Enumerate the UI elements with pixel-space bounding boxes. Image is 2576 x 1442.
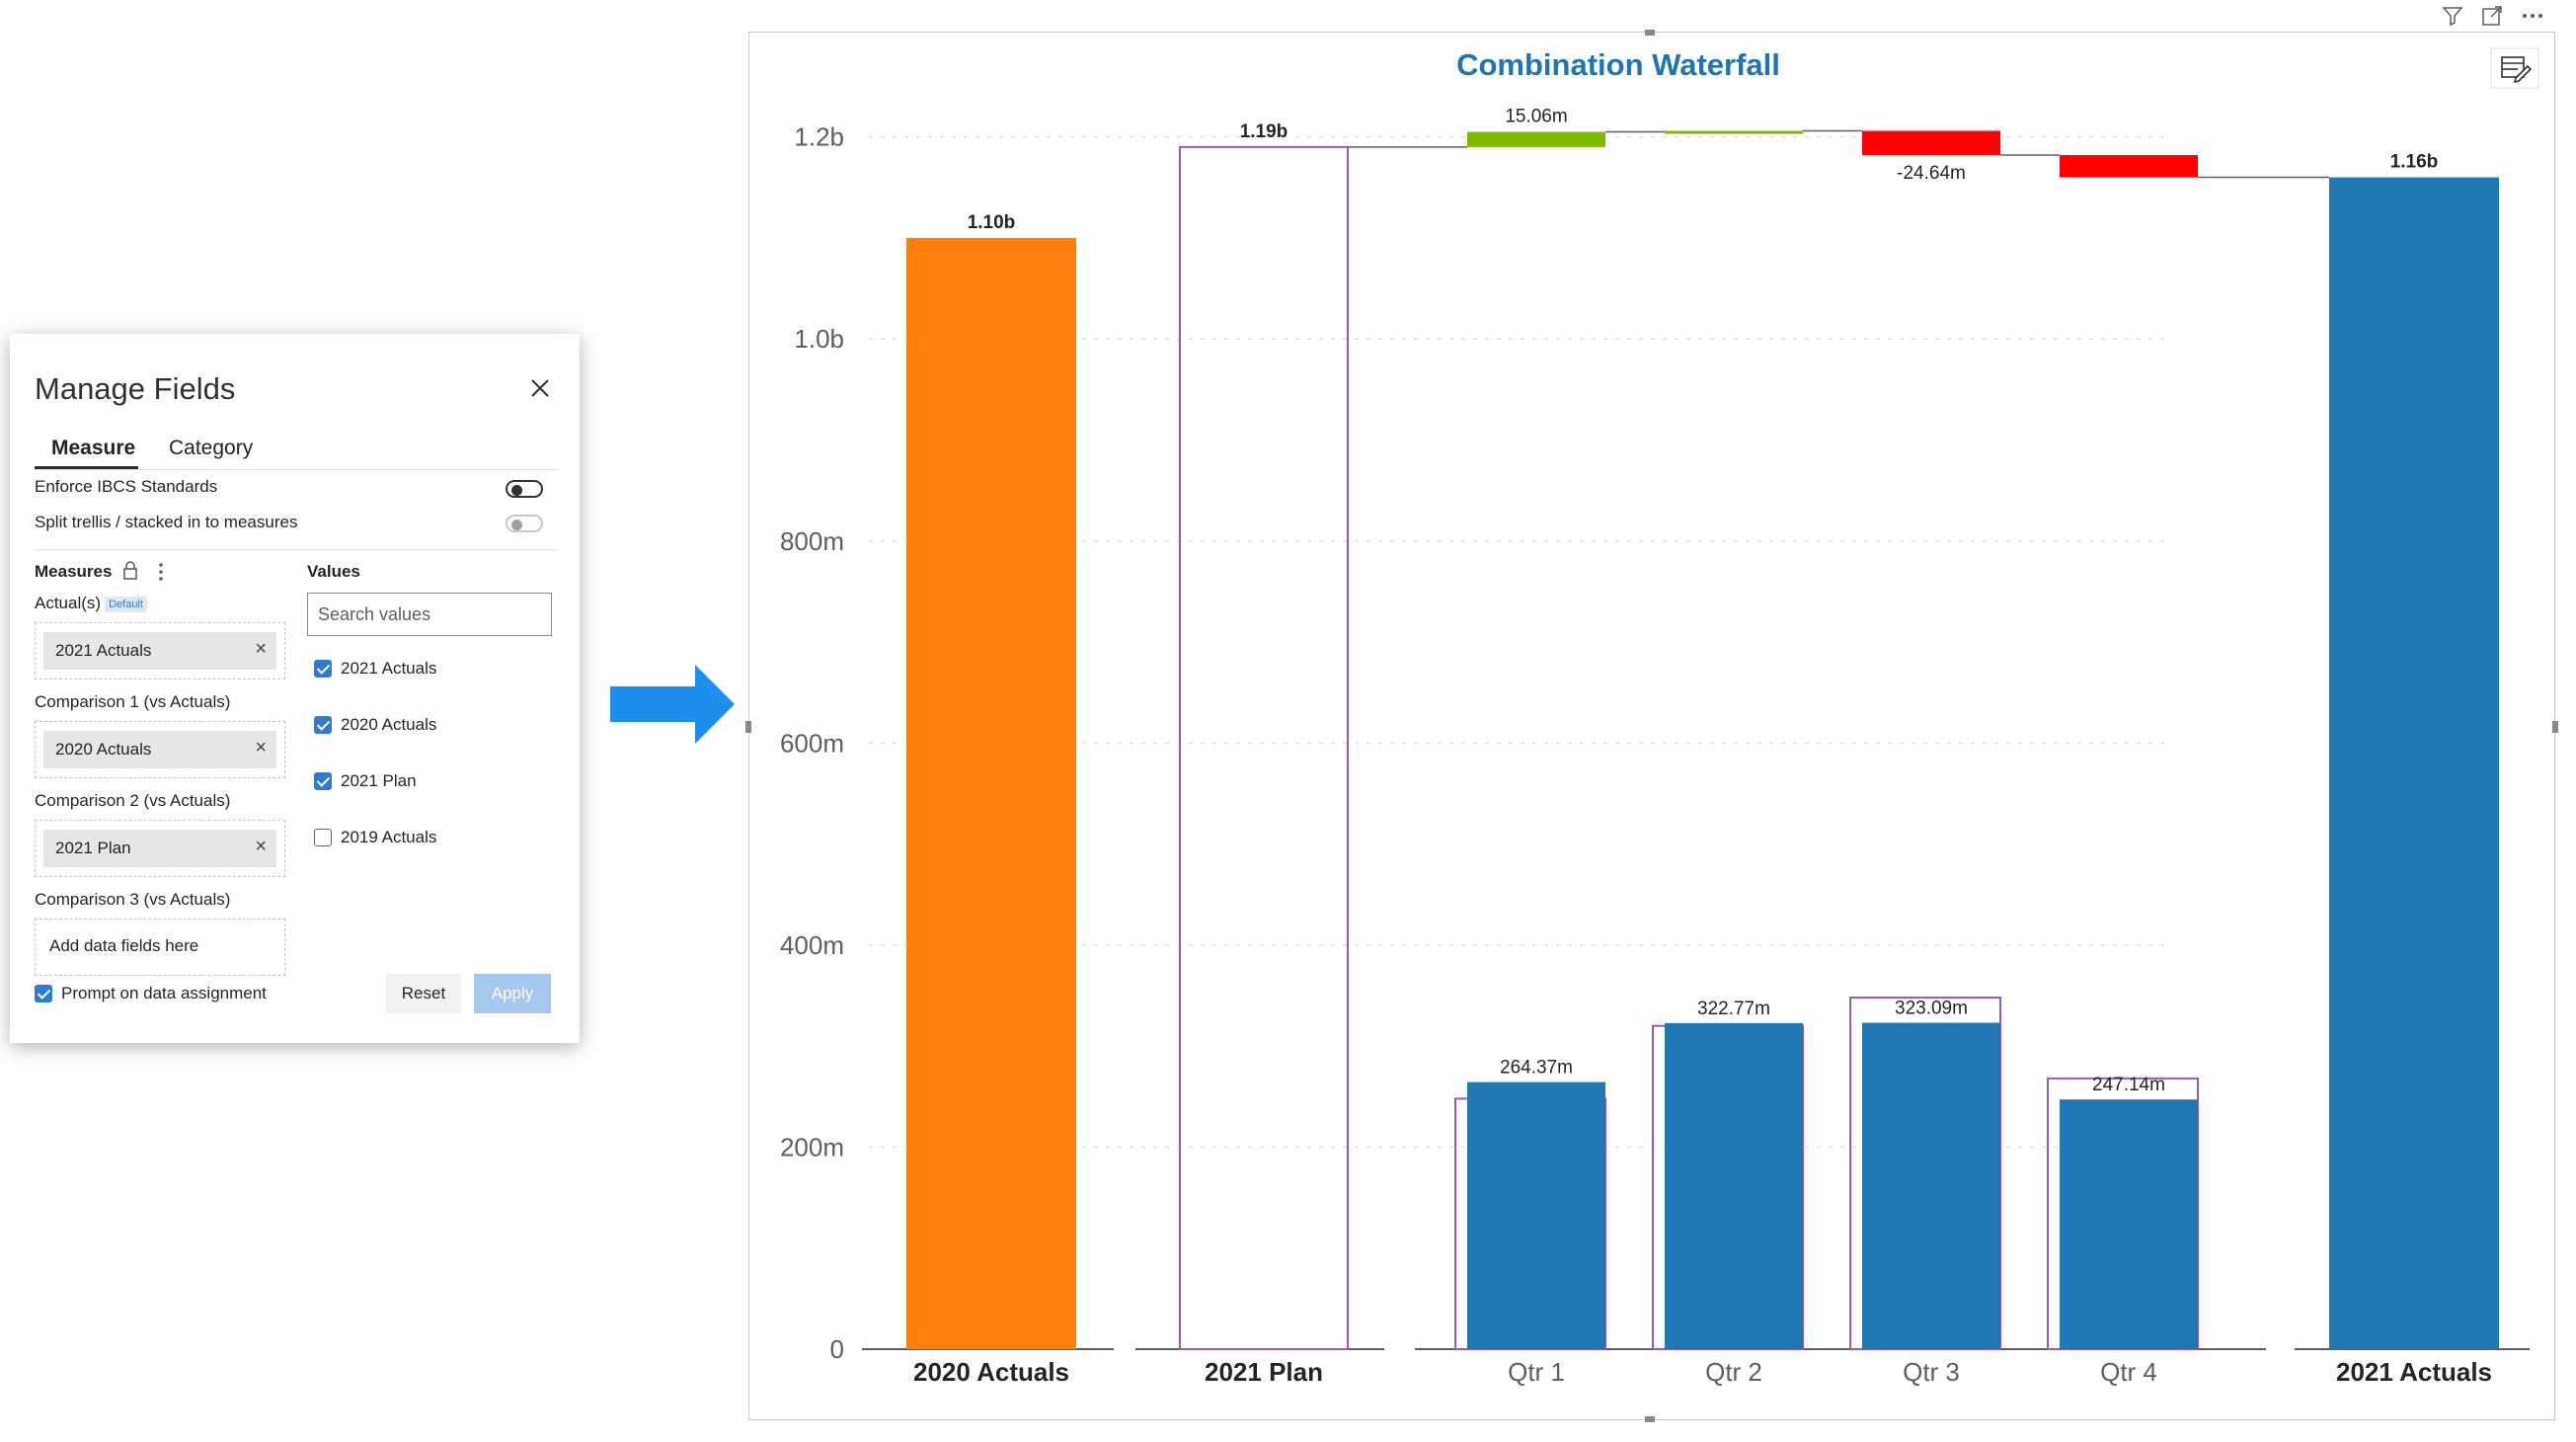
chip-label: 2020 Actuals (55, 740, 152, 759)
visual-container[interactable] (748, 32, 2555, 1420)
measures-header: Measures (35, 562, 113, 581)
section-divider (35, 549, 558, 550)
remove-icon[interactable]: × (255, 638, 267, 660)
values-header: Values (307, 562, 360, 581)
dropzone-placeholder: Add data fields here (49, 936, 199, 955)
remove-icon[interactable]: × (255, 836, 267, 857)
comparison-1-dropzone[interactable]: 2020 Actuals × (35, 721, 285, 778)
resize-handle-top[interactable] (1645, 30, 1655, 36)
prompt-checkbox[interactable] (35, 985, 52, 1002)
value-checkbox-2019-actuals[interactable] (314, 829, 332, 846)
value-label: 2021 Actuals (341, 659, 437, 678)
comparison-3-dropzone[interactable]: Add data fields here (35, 919, 285, 976)
tab-category[interactable]: Category (169, 437, 254, 459)
value-checkbox-2021-actuals[interactable] (314, 660, 332, 678)
default-badge: Default (105, 596, 147, 612)
search-values-input[interactable] (307, 593, 552, 636)
chip-label: 2021 Plan (55, 839, 131, 857)
comparison-2-label: Comparison 2 (vs Actuals) (35, 791, 231, 810)
actuals-field-label: Actual(s) Default (35, 594, 147, 613)
resize-handle-left[interactable] (745, 721, 751, 733)
value-label: 2019 Actuals (341, 828, 437, 846)
active-tab-indicator (35, 466, 138, 469)
comparison-2-dropzone[interactable]: 2021 Plan × (35, 820, 285, 877)
panel-title: Manage Fields (35, 371, 236, 406)
lock-icon[interactable] (122, 561, 138, 581)
field-chip: 2020 Actuals × (43, 731, 276, 768)
more-options-icon[interactable] (2520, 4, 2545, 28)
manage-fields-panel: Manage Fields Measure Category Enforce I… (10, 334, 580, 1043)
split-trellis-label: Split trellis / stacked in to measures (35, 513, 298, 531)
field-chip: 2021 Actuals × (43, 632, 276, 670)
value-label: 2020 Actuals (341, 715, 437, 734)
resize-handle-bottom[interactable] (1645, 1416, 1655, 1422)
tab-measure[interactable]: Measure (51, 437, 136, 459)
filter-icon[interactable] (2441, 4, 2464, 28)
focus-mode-icon[interactable] (2480, 4, 2504, 28)
comparison-1-label: Comparison 1 (vs Actuals) (35, 692, 231, 711)
reset-button[interactable]: Reset (386, 974, 461, 1013)
value-checkbox-2021-plan[interactable] (314, 772, 332, 790)
apply-button[interactable]: Apply (474, 974, 551, 1013)
enforce-ibcs-label: Enforce IBCS Standards (35, 477, 218, 496)
actuals-dropzone[interactable]: 2021 Actuals × (35, 622, 285, 680)
chart-title: Combination Waterfall (1456, 47, 1780, 82)
value-checkbox-2020-actuals[interactable] (314, 716, 332, 734)
split-trellis-toggle[interactable] (506, 515, 543, 532)
resize-handle-right[interactable] (2552, 721, 2558, 733)
comparison-3-label: Comparison 3 (vs Actuals) (35, 890, 231, 909)
remove-icon[interactable]: × (255, 737, 267, 759)
tab-divider (35, 469, 558, 470)
more-options-icon[interactable] (157, 561, 165, 583)
chip-label: 2021 Actuals (55, 641, 152, 660)
value-label: 2021 Plan (341, 771, 417, 790)
edit-table-icon[interactable] (2490, 47, 2539, 89)
prompt-label: Prompt on data assignment (61, 984, 267, 1002)
field-chip: 2021 Plan × (43, 830, 276, 867)
right-arrow-icon (610, 665, 735, 744)
close-icon[interactable] (523, 371, 557, 405)
enforce-ibcs-toggle[interactable] (506, 480, 543, 498)
